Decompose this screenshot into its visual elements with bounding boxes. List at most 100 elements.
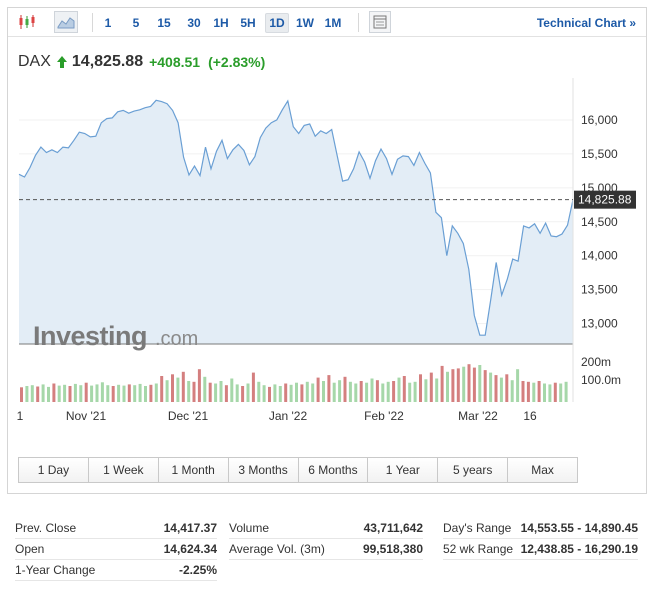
timeframe-1w[interactable]: 1W — [296, 16, 314, 30]
volume-bar — [63, 384, 67, 402]
volume-bar — [230, 378, 234, 402]
volume-bars — [20, 364, 568, 402]
volume-bar — [467, 364, 471, 402]
volume-bar — [284, 383, 288, 402]
stat-prev-close: Prev. Close 14,417.37 — [15, 518, 217, 539]
date-tick-label: Mar '22 — [458, 409, 498, 423]
volume-bar — [208, 382, 212, 402]
volume-bar — [537, 381, 541, 402]
timeframe-1d[interactable]: 1D — [265, 13, 289, 33]
volume-bar — [375, 380, 379, 402]
volume-bar — [20, 387, 23, 402]
volume-bar — [138, 383, 142, 402]
volume-bar — [305, 381, 309, 402]
chart-widget: 1 5 15 30 1H 5H 1D 1W 1M Technical Chart… — [7, 7, 647, 494]
volume-bar — [516, 369, 520, 402]
volume-bar — [30, 385, 34, 402]
volume-bar — [392, 381, 396, 402]
volume-bar — [176, 377, 180, 402]
volume-bar — [154, 383, 158, 402]
volume-bar — [289, 384, 293, 402]
volume-bar — [521, 381, 525, 402]
volume-bar — [489, 372, 493, 402]
timeframe-30min[interactable]: 30 — [187, 16, 201, 30]
range-6-months[interactable]: 6 Months — [298, 458, 369, 482]
volume-bar — [446, 371, 449, 402]
date-tick-label: Dec '21 — [168, 409, 209, 423]
volume-bar — [160, 376, 164, 402]
volume-bar — [472, 367, 476, 402]
price-chart[interactable]: 16,00015,50015,00014,50014,00013,50013,0… — [8, 8, 646, 448]
range-3-months[interactable]: 3 Months — [228, 458, 299, 482]
candlestick-chart-icon[interactable] — [16, 11, 38, 33]
range-5-years[interactable]: 5 years — [438, 458, 509, 482]
last-price: 14,825.88 — [71, 53, 144, 70]
volume-bar — [494, 375, 498, 402]
price-tick-label: 13,500 — [581, 283, 618, 297]
volume-bar — [510, 380, 514, 402]
volume-bar — [241, 386, 245, 402]
range-1-year[interactable]: 1 Year — [368, 458, 439, 482]
volume-bar — [295, 382, 298, 402]
volume-bar — [273, 384, 277, 402]
volume-bar — [354, 383, 358, 402]
current-price-label: 14,825.88 — [578, 193, 632, 207]
volume-bar — [57, 385, 61, 402]
volume-bar — [322, 381, 325, 402]
volume-bar — [332, 382, 336, 402]
price-tick-label: 15,500 — [581, 147, 618, 161]
range-1-month[interactable]: 1 Month — [158, 458, 229, 482]
volume-axis: 200m 100.0m — [581, 355, 621, 387]
volume-bar — [52, 383, 56, 402]
range-1-week[interactable]: 1 Week — [88, 458, 159, 482]
volume-bar — [181, 371, 185, 402]
timeframe-1m[interactable]: 1M — [324, 16, 342, 30]
stats-column-1: Prev. Close 14,417.37 Open 14,624.34 1-Yea… — [15, 518, 217, 581]
volume-bar — [370, 378, 374, 402]
volume-bar — [262, 385, 266, 402]
volume-bar — [192, 381, 196, 402]
technical-chart-link[interactable]: Technical Chart » — [536, 16, 636, 30]
volume-bar — [127, 384, 131, 402]
stat-label: 1-Year Change — [15, 563, 96, 577]
toolbar-divider — [92, 13, 93, 32]
timeframe-1min[interactable]: 1 — [104, 16, 112, 30]
volume-bar — [386, 381, 390, 402]
volume-tick-label: 200m — [581, 355, 611, 369]
volume-bar — [462, 366, 466, 402]
stat-value: 12,438.85 - 16,290.19 — [520, 542, 638, 556]
volume-bar — [564, 381, 568, 402]
volume-bar — [235, 384, 239, 402]
volume-bar — [219, 381, 223, 402]
stats-column-3: Day's Range 14,553.55 - 14,890.45 52 wk R… — [443, 518, 638, 560]
volume-bar — [543, 383, 546, 402]
stat-volume: Volume 43,711,642 — [229, 518, 423, 539]
timeframe-5min[interactable]: 5 — [132, 16, 140, 30]
volume-bar — [25, 386, 29, 402]
timeframe-5h[interactable]: 5H — [240, 16, 256, 30]
volume-bar — [338, 380, 342, 402]
range-1-day[interactable]: 1 Day — [19, 458, 89, 482]
volume-bar — [278, 386, 282, 402]
timeframe-15min[interactable]: 15 — [157, 16, 171, 30]
stat-value: -2.25% — [178, 563, 217, 577]
volume-bar — [343, 376, 347, 402]
area-chart-icon[interactable] — [54, 11, 78, 33]
up-arrow-icon — [56, 56, 67, 68]
volume-bar — [413, 381, 417, 402]
table-view-icon[interactable] — [369, 11, 391, 33]
volume-bar — [359, 381, 363, 402]
volume-bar — [348, 381, 352, 402]
volume-bar — [95, 384, 99, 402]
quote-header: DAX 14,825.88 +408.51 (+2.83%) — [18, 52, 265, 72]
timeframe-1h[interactable]: 1H — [213, 16, 229, 30]
symbol-name: DAX — [18, 53, 51, 70]
volume-bar — [214, 383, 218, 402]
stat-average-volume: Average Vol. (3m) 99,518,380 — [229, 539, 423, 560]
stat-days-range: Day's Range 14,553.55 - 14,890.45 — [443, 518, 638, 539]
volume-bar — [429, 372, 433, 402]
volume-bar — [203, 376, 207, 402]
range-max[interactable]: Max — [508, 458, 577, 482]
date-tick-label: Jan '22 — [269, 409, 308, 423]
volume-tick-label: 100.0m — [581, 373, 621, 387]
